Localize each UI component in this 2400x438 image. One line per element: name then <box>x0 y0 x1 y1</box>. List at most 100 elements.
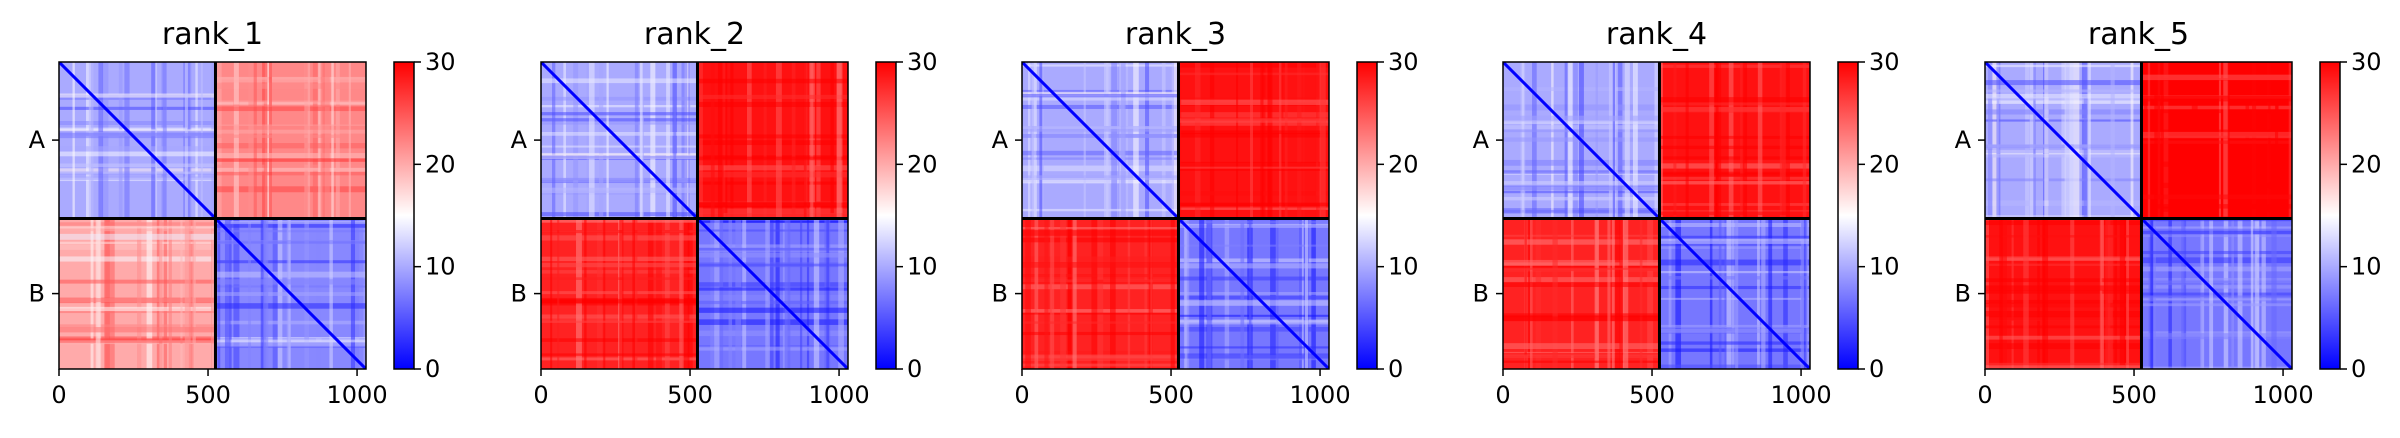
texture-stripe <box>215 134 366 138</box>
texture-stripe <box>2150 218 2154 369</box>
texture-stripe <box>1535 218 1542 369</box>
texture-stripe <box>1178 295 1329 301</box>
texture-stripe <box>1804 218 1808 369</box>
texture-stripe <box>1992 62 1998 219</box>
texture-stripe <box>1668 218 1672 369</box>
texture-stripe <box>1639 218 1643 369</box>
texture-stripe <box>1659 64 1810 68</box>
texture-stripe <box>2271 218 2277 369</box>
texture-stripe <box>710 62 715 219</box>
texture-stripe <box>215 143 366 149</box>
texture-stripe <box>1178 161 1329 168</box>
texture-stripe <box>2223 62 2229 219</box>
panel-rank_3: rank_3 0 500 1000 A B 0 10 20 30 <box>992 17 1419 409</box>
texture-stripe <box>697 181 848 185</box>
texture-stripe <box>1178 118 1329 123</box>
texture-stripe <box>1503 354 1660 359</box>
x-tick-label: 500 <box>1629 381 1675 409</box>
texture-stripe <box>684 62 691 219</box>
texture-stripe <box>1985 365 2142 369</box>
texture-stripe <box>1209 62 1215 219</box>
texture-stripe <box>1145 62 1150 219</box>
heatmap <box>541 62 848 369</box>
texture-stripe <box>2087 62 2091 219</box>
texture-stripe <box>1178 133 1329 138</box>
texture-stripe <box>348 62 351 219</box>
colorbar-tick-label: 20 <box>907 150 938 178</box>
texture-stripe <box>1740 62 1745 219</box>
texture-stripe <box>2069 62 2074 219</box>
texture-stripe <box>215 279 366 285</box>
texture-stripe <box>2141 226 2292 231</box>
texture-stripe <box>1250 62 1253 219</box>
texture-stripe <box>215 101 366 106</box>
texture-stripe <box>697 287 848 291</box>
texture-stripe <box>159 218 163 369</box>
texture-stripe <box>1260 62 1264 219</box>
texture-stripe <box>1985 99 2142 104</box>
texture-stripe <box>1659 156 1810 160</box>
texture-stripe <box>1659 174 1810 180</box>
texture-stripe <box>59 306 216 312</box>
texture-stripe <box>717 62 724 219</box>
texture-stripe <box>1031 62 1037 219</box>
texture-stripe <box>1022 227 1179 230</box>
x-tick-label: 500 <box>667 381 713 409</box>
texture-stripe <box>1659 259 1810 266</box>
texture-stripe <box>1022 89 1179 93</box>
texture-stripe <box>318 62 323 219</box>
texture-stripe <box>2044 62 2049 219</box>
texture-stripe <box>1985 144 2142 149</box>
texture-stripe <box>1659 238 1810 244</box>
texture-stripe <box>1236 62 1239 219</box>
texture-stripe <box>1985 256 2142 261</box>
texture-stripe <box>1757 62 1763 219</box>
texture-stripe <box>1022 165 1179 172</box>
texture-stripe <box>2141 218 2292 222</box>
texture-stripe <box>697 101 848 108</box>
texture-stripe <box>1178 120 1329 126</box>
texture-stripe <box>1779 62 1786 219</box>
texture-stripe <box>1659 364 1810 369</box>
texture-stripe <box>541 277 698 280</box>
texture-stripe <box>1304 218 1308 369</box>
texture-stripe <box>697 134 848 139</box>
texture-stripe <box>1022 237 1179 243</box>
texture-stripe <box>1207 218 1212 369</box>
texture-stripe <box>1985 148 2142 154</box>
texture-stripe <box>1022 230 1179 236</box>
texture-stripe <box>1022 126 1179 132</box>
colorbar-tick-label: 30 <box>1388 48 1419 76</box>
texture-stripe <box>1178 168 1329 171</box>
texture-stripe <box>541 131 698 136</box>
texture-stripe <box>1647 218 1654 369</box>
texture-stripe <box>188 218 194 369</box>
texture-stripe <box>1659 271 1810 274</box>
diagonal-line <box>1985 62 2292 369</box>
texture-stripe <box>1524 218 1527 369</box>
texture-stripe <box>541 155 698 159</box>
panel-title: rank_1 <box>162 17 263 52</box>
texture-stripe <box>1985 153 2142 158</box>
texture-stripe <box>184 218 191 369</box>
texture-stripe <box>1985 178 2142 182</box>
texture-stripe <box>710 218 714 369</box>
texture-stripe <box>312 62 318 219</box>
texture-stripe <box>2162 62 2169 219</box>
texture-stripe <box>1985 64 2142 68</box>
texture-stripe <box>1783 218 1788 369</box>
texture-stripe <box>2144 62 2148 219</box>
x-tick-label: 1000 <box>1290 381 1351 409</box>
texture-stripe <box>215 129 366 134</box>
texture-stripe <box>1178 206 1329 210</box>
texture-stripe <box>1178 320 1329 325</box>
texture-stripe <box>1659 97 1810 103</box>
texture-stripe <box>118 62 123 219</box>
texture-stripe <box>1178 244 1329 247</box>
texture-stripe <box>541 96 698 101</box>
texture-stripe <box>688 62 691 219</box>
texture-stripe <box>233 62 239 219</box>
texture-stripe <box>650 62 656 219</box>
texture-stripe <box>1178 191 1329 196</box>
